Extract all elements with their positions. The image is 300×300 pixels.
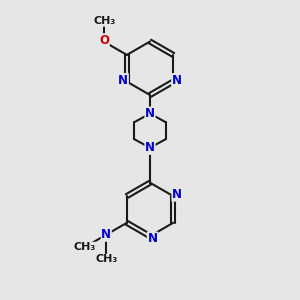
Text: N: N [147, 232, 158, 245]
Text: N: N [101, 228, 111, 241]
Text: N: N [145, 141, 155, 154]
Text: O: O [99, 34, 109, 47]
Text: N: N [172, 74, 182, 87]
Text: CH₃: CH₃ [95, 254, 117, 264]
Text: N: N [118, 74, 128, 87]
Text: CH₃: CH₃ [74, 242, 96, 252]
Text: N: N [172, 188, 182, 201]
Text: N: N [145, 107, 155, 120]
Text: CH₃: CH₃ [93, 16, 115, 26]
